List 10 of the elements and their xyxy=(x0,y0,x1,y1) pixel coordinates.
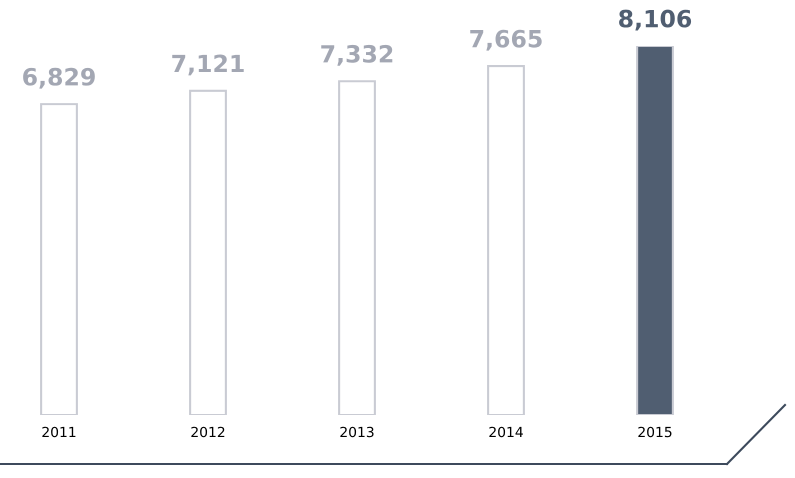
x-tick-label: 2011 xyxy=(42,426,76,438)
x-tick-label: 2013 xyxy=(340,426,374,438)
data-label: 7,121 xyxy=(172,54,244,76)
data-label: 7,332 xyxy=(321,44,392,66)
data-label: 8,106 xyxy=(619,10,692,31)
x-tick-label: 2012 xyxy=(191,426,224,438)
x-tick-label: 2014 xyxy=(489,426,523,438)
data-label: 6,829 xyxy=(23,68,95,89)
data-label: 7,665 xyxy=(470,30,542,51)
x-tick-label: 2015 xyxy=(638,426,672,438)
